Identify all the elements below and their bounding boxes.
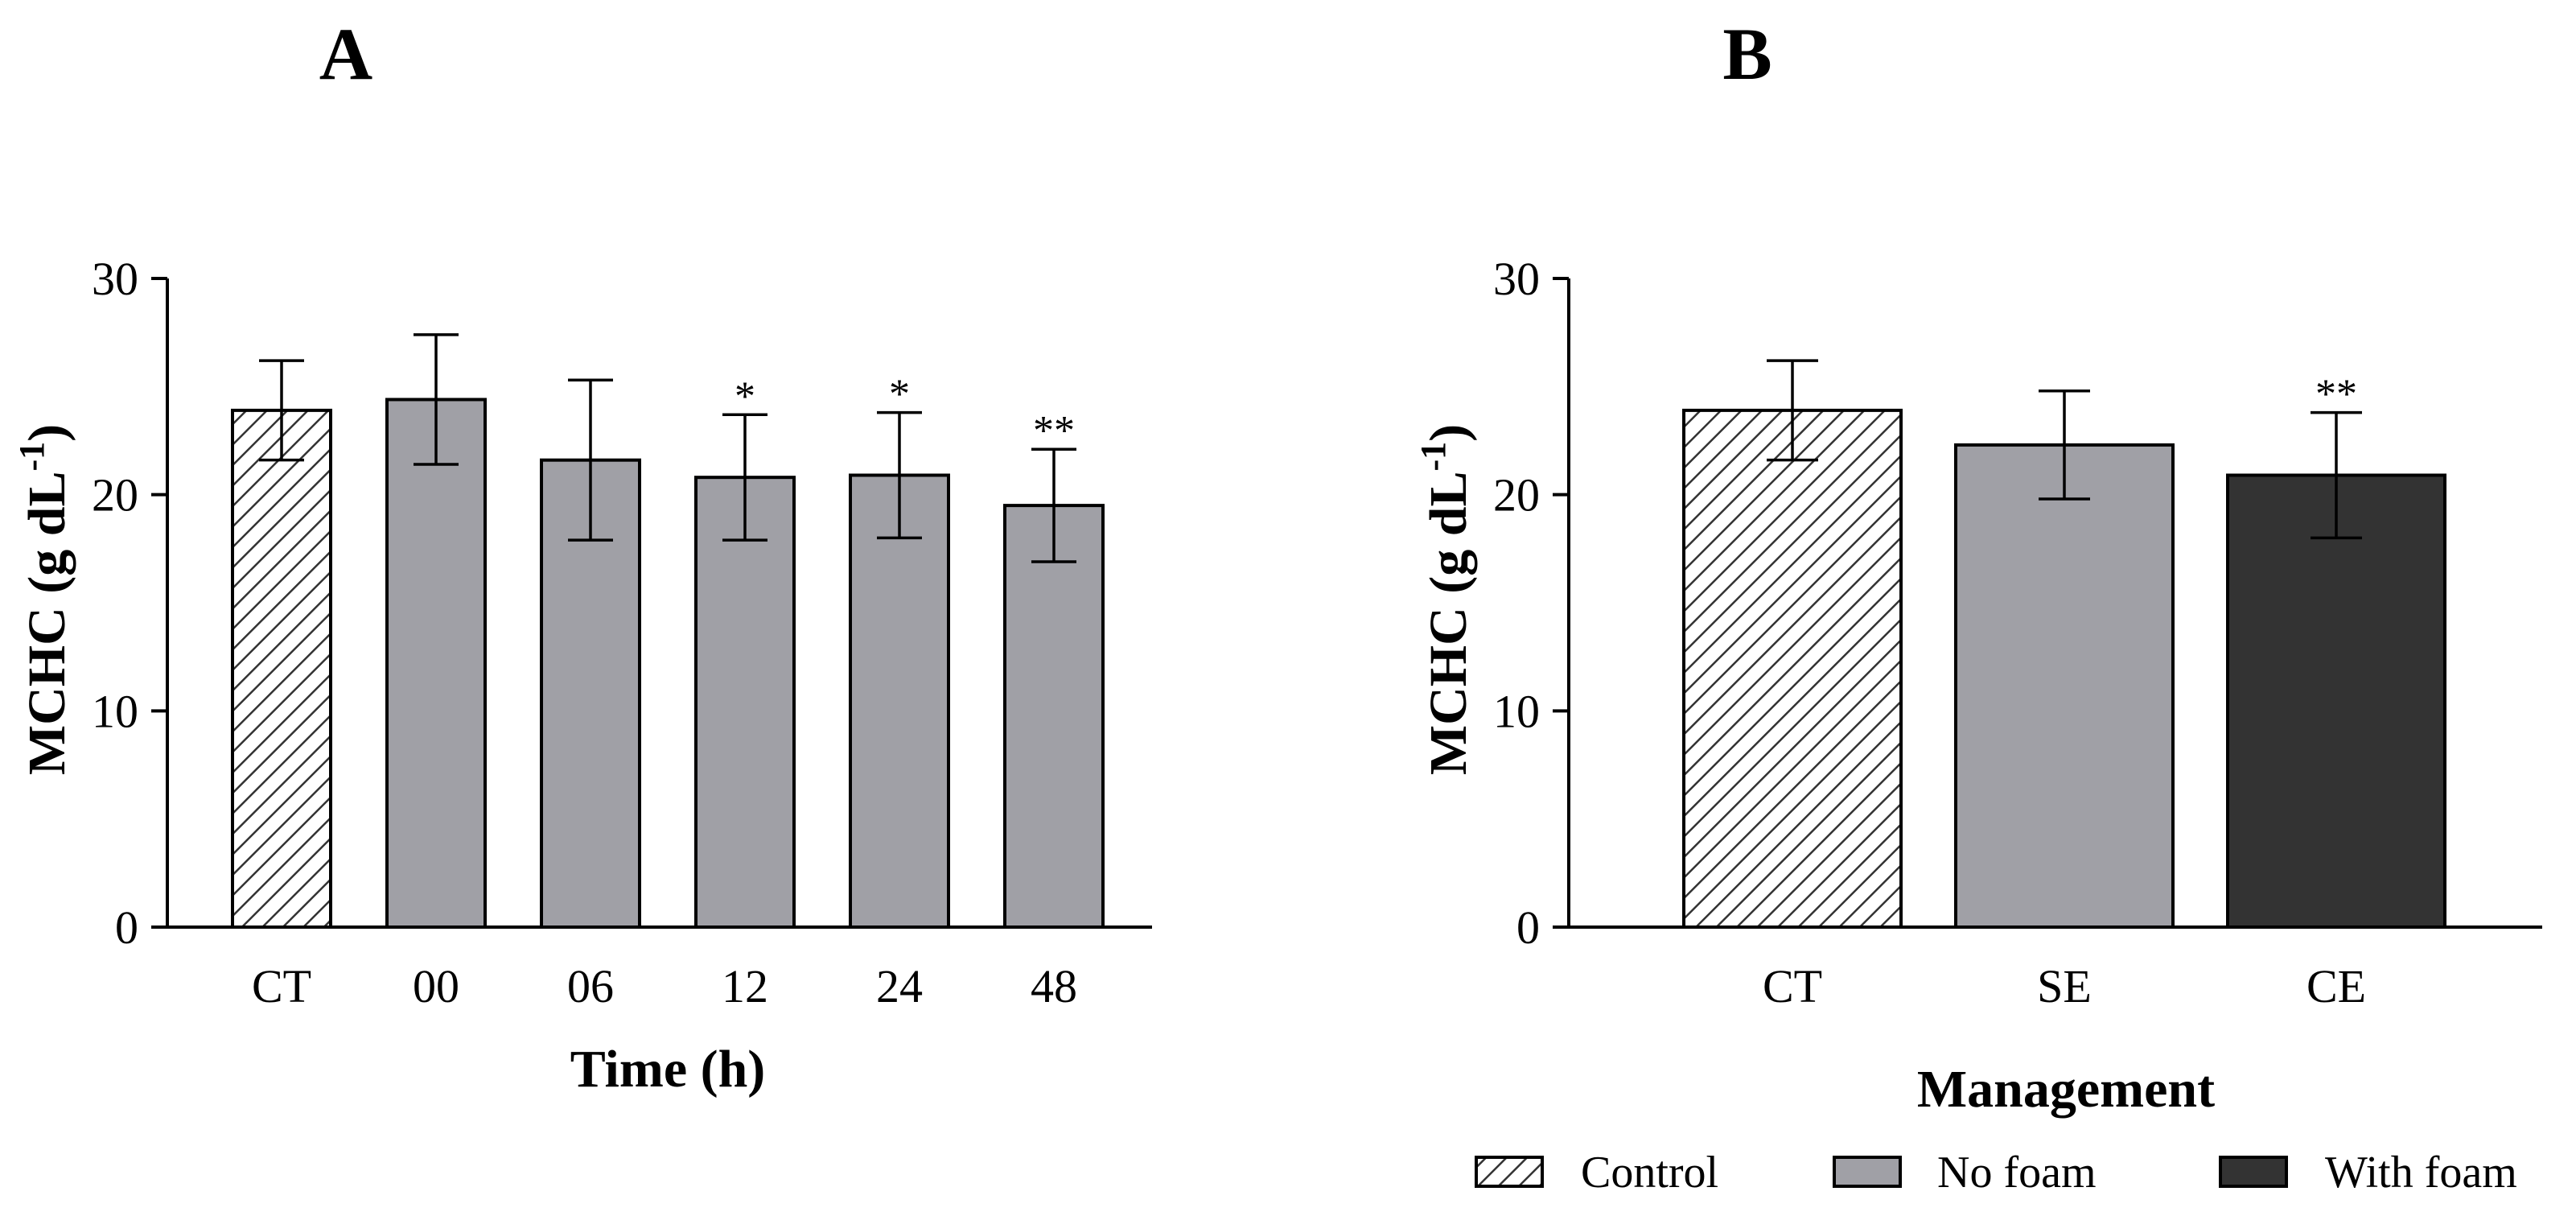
panel-a-plot: 0 10 20 30 CT 00 06 * 12 * 24 ** 48 [92,253,1152,1012]
panel-b-bar [1954,443,2175,929]
panel-a-x-tick-label: 12 [722,960,768,1012]
panel-a-significance-marker: * [889,372,910,418]
panel-a-error-bar [1031,447,1076,563]
legend-label-no-foam: No foam [1937,1148,2097,1198]
panel-b-plot: 0 10 20 30 CT SE ** CE [1493,253,2542,1012]
panel-b-x-tick-label: SE [2037,960,2092,1012]
legend-swatch-control [1475,1156,1544,1188]
panel-a-bar [694,476,796,929]
panel-b-bar [2226,473,2446,929]
panel-b-error-bar [1767,359,1818,462]
panel-b-y-axis-title: MCHC (g dL-1) [1414,424,1478,775]
panel-b-bar [1682,408,1903,929]
legend-label-with-foam: With foam [2325,1148,2517,1198]
panel-a-error-bar [877,410,922,540]
panel-a-x-tick-label: 24 [876,960,923,1012]
panel-b-x-axis-title: Management [1917,1060,2215,1119]
panel-b-x-tick-label: CT [1763,960,1822,1012]
panel-b-y-tick-label: 0 [1516,901,1540,954]
panel-b-x-tick-label: CE [2306,960,2366,1012]
panel-a-y-tick-label: 30 [92,253,138,305]
panel-b-error-bar [2311,410,2362,540]
legend-item-no-foam: No foam [1833,1148,2097,1198]
panel-b: B 0 10 20 30 CT SE ** CE Management MCHC (g dL-… [1414,13,2542,1119]
panel-b-y-tick-label: 10 [1493,685,1540,737]
panel-a: A 0 10 20 30 CT 00 06 * 12 * 24 ** 48 Time (h) MCHC … [12,13,1152,1099]
panel-b-label: B [1722,13,1772,95]
panel-a-y-tick-label: 10 [92,685,138,737]
legend: Control No foam With foam [1475,1148,2517,1198]
panel-a-bar [231,408,332,929]
panel-a-x-tick-label: 48 [1031,960,1077,1012]
panel-b-significance-marker: ** [2315,372,2357,418]
panel-b-error-bar [2039,389,2090,501]
legend-swatch-with-foam [2219,1156,2288,1188]
panel-a-label: A [319,13,372,95]
panel-a-y-tick-label: 20 [92,469,138,521]
panel-a-y-axis-title: MCHC (g dL-1) [12,424,76,775]
panel-a-x-tick-label: 06 [567,960,614,1012]
legend-item-control: Control [1475,1148,1718,1198]
panel-a-x-tick-label: 00 [413,960,459,1012]
panel-b-y-tick-label: 20 [1493,469,1540,521]
panel-b-y-tick-label: 30 [1493,253,1540,305]
panel-a-bar [849,473,950,929]
panel-a-significance-marker: ** [1033,408,1075,454]
panel-a-y-tick-label: 0 [115,901,138,954]
panel-a-error-bar [568,378,613,542]
panel-a-significance-marker: * [735,373,755,419]
panel-a-error-bar [722,413,767,542]
legend-label-control: Control [1581,1148,1718,1198]
legend-swatch-no-foam [1833,1156,1902,1188]
panel-a-error-bar [259,359,304,462]
panel-a-bar [1003,504,1105,929]
panel-a-bar [385,398,487,930]
panel-a-x-tick-label: CT [252,960,311,1012]
panel-a-error-bar [414,333,459,466]
legend-item-with-foam: With foam [2219,1148,2517,1198]
panel-a-x-axis-title: Time (h) [570,1040,766,1099]
